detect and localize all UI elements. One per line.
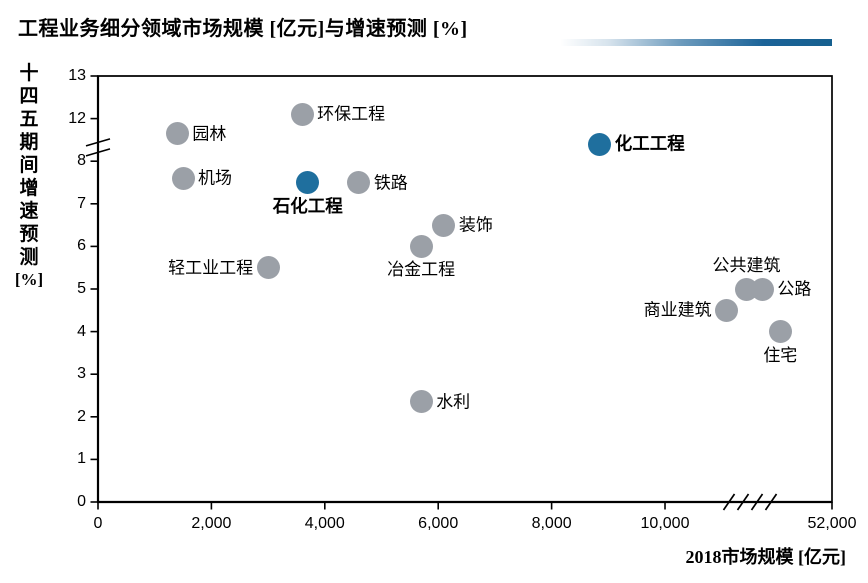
x-tick-label: 2,000 [191,515,232,532]
y-axis-title-char: 四 [19,86,39,107]
point-label: 环保工程 [317,104,386,124]
y-tick-label: 1 [77,450,86,468]
point-label: 轻工业工程 [168,258,254,278]
x-axis-title: 2018市场规模 [亿元] [685,547,847,567]
scatter-point [296,171,320,194]
point-label: 园林 [192,124,227,143]
point-label: 商业建筑 [643,300,712,320]
y-axis-title-char: 五 [19,109,39,130]
y-axis-break-mark [85,148,111,157]
y-axis-break-mark [85,138,111,147]
x-tick-label: 10,000 [640,515,690,532]
y-tick-label: 7 [77,194,86,212]
y-tick-label: 12 [68,109,86,127]
scatter-point [715,298,739,322]
x-tick-label: 4,000 [304,515,345,532]
point-label: 水利 [436,392,471,412]
x-axis-break-mark [722,493,736,511]
scatter-point [409,234,433,258]
point-label: 公路 [777,279,812,299]
scatter-point [290,102,314,126]
x-tick-label: 52,000 [807,515,857,532]
y-tick-label: 4 [77,322,86,340]
point-label: 化工工程 [614,133,685,154]
scatter-point [256,256,280,280]
scatter-point [409,390,433,414]
y-axis-title-char: 间 [19,155,39,176]
scatter-point [347,171,371,194]
y-tick-label: 6 [77,237,86,255]
y-axis-title-char: 测 [19,247,39,268]
point-label: 住宅 [763,345,798,365]
y-axis-title: 十四五期间增速预测 [%] [12,62,46,291]
scatter-point [432,213,456,237]
y-tick-label: 5 [77,280,86,297]
point-label: 装饰 [458,215,493,235]
point-label: 石化工程 [272,195,343,216]
y-axis-title-char: 期 [19,132,39,153]
x-axis-break-mark [750,493,764,511]
point-label: 机场 [198,168,233,188]
scatter-point [588,132,612,156]
y-tick-label: 3 [77,365,86,383]
y-tick-label: 0 [77,493,86,510]
x-tick-label: 8,000 [531,515,572,532]
scatter-point [750,277,774,301]
y-axis-title-char: 速 [19,201,39,222]
scatter-point [768,320,792,344]
x-axis-break-mark [764,493,778,511]
point-label: 冶金工程 [387,260,456,280]
y-axis-title-char: 预 [19,224,39,245]
title-gradient-bar [560,39,832,46]
x-tick-label: 6,000 [418,515,459,532]
y-tick-label: 8 [77,152,86,170]
point-label: 铁路 [373,173,408,192]
y-axis-title-unit: [%] [14,270,44,289]
y-tick-label: 2 [77,407,86,425]
point-label: 公共建筑 [712,256,781,275]
chart-title: 工程业务细分领域市场规模 [亿元]与增速预测 [%] [18,18,468,40]
scatter-point [171,166,195,190]
x-axis-break-mark [736,493,750,511]
scatter-point [165,122,189,145]
y-tick-label: 13 [68,67,86,84]
y-axis-title-char: 十 [19,63,39,84]
x-tick-label: 0 [93,515,103,532]
y-axis-title-char: 增 [19,178,39,199]
